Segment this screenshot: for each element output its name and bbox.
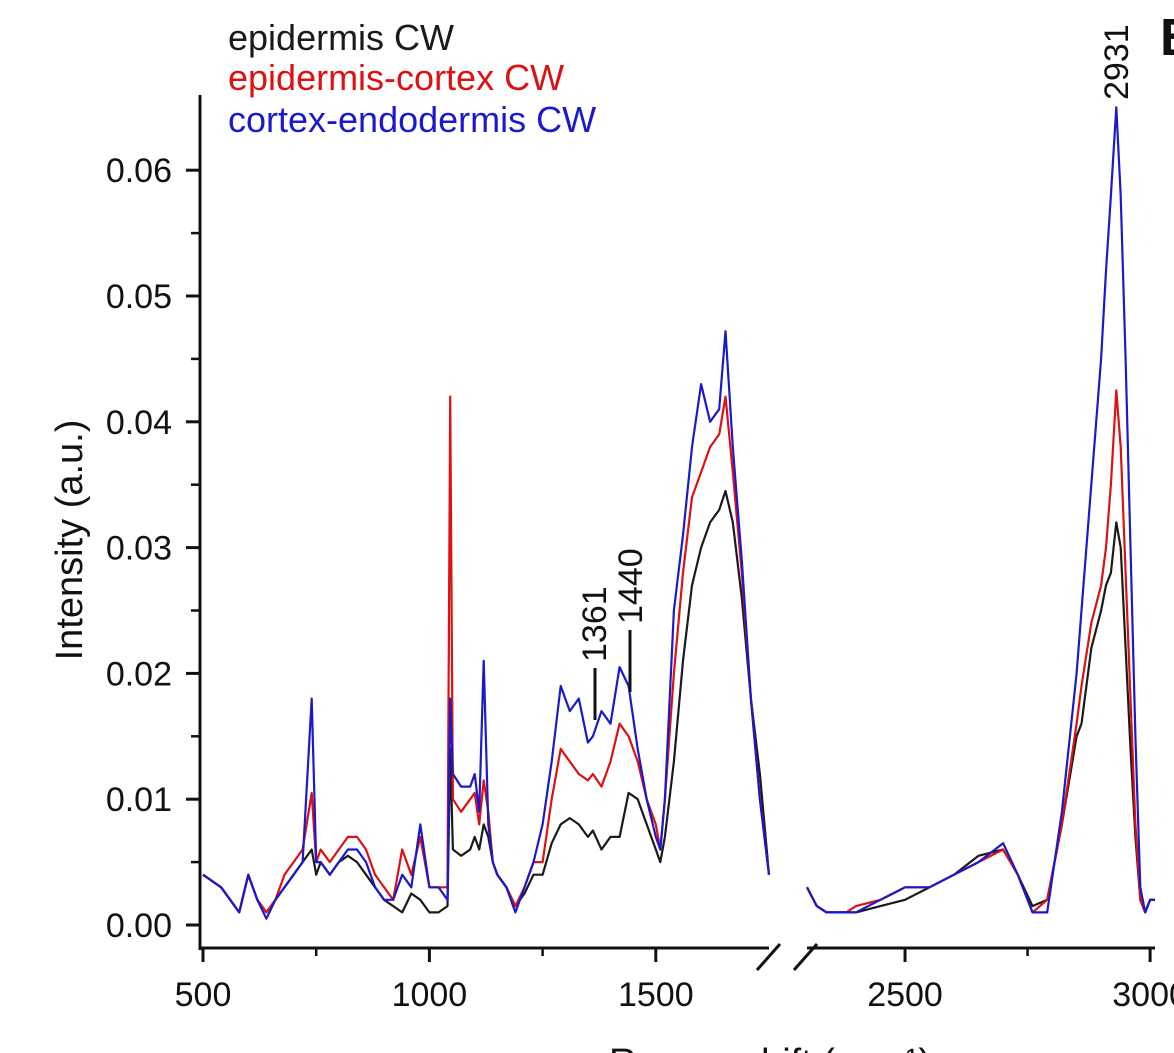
- y-axis-title: Intensity (a.u.): [49, 420, 91, 661]
- x-tick-label: 1500: [618, 976, 694, 1014]
- y-tick-label: 0.02: [106, 655, 172, 693]
- x-tick-group: 500 1000 1500 2500 3000: [175, 948, 1174, 1014]
- peak-annotations: 1361 1440 2931: [576, 24, 1136, 720]
- y-tick-label: 0.05: [106, 278, 172, 316]
- x-tick-label: 1000: [392, 976, 468, 1014]
- x-tick-label: 500: [175, 976, 232, 1014]
- series-line-epidermis-cw-low: [202, 489, 771, 914]
- series-line-cortex-endodermis-cw-high: [806, 106, 1155, 914]
- y-tick-label: 0.04: [106, 404, 172, 442]
- y-tick-label: 0.06: [106, 152, 172, 190]
- series-line-epidermis-cortex-cw-high: [806, 389, 1155, 914]
- series-group: [202, 106, 1155, 920]
- axis-break-mark-left: [755, 943, 782, 971]
- y-tick-label: 0.00: [106, 907, 172, 945]
- y-tick-label: 0.01: [106, 781, 172, 819]
- peak-label-1440: 1440: [612, 548, 650, 624]
- x-tick-label: 3000: [1112, 976, 1174, 1014]
- peak-label-2931: 2931: [1098, 24, 1136, 100]
- y-tick-group: 0.00 0.01 0.02 0.03 0.04 0.05 0.06: [106, 152, 200, 945]
- axes: [198, 95, 1155, 971]
- legend-entry-epidermis: epidermis CW: [228, 17, 454, 58]
- series-line-cortex-endodermis-cw-low: [202, 330, 771, 920]
- panel-label: B: [1160, 9, 1174, 67]
- y-tick-label: 0.03: [106, 530, 172, 568]
- series-line-epidermis-cw-high: [806, 521, 1155, 914]
- series-line-epidermis-cortex-cw-low: [202, 395, 771, 914]
- axis-break-mark-right: [792, 943, 819, 971]
- peak-label-1361: 1361: [576, 586, 614, 662]
- legend-entry-cortex-endodermis: cortex-endodermis CW: [228, 99, 596, 140]
- legend: epidermis CW epidermis-cortex CW cortex-…: [228, 17, 596, 140]
- x-tick-label: 2500: [867, 976, 943, 1014]
- legend-entry-epidermis-cortex: epidermis-cortex CW: [228, 57, 564, 98]
- x-axis-title: Raman shift (cm⁻¹): [609, 1042, 931, 1053]
